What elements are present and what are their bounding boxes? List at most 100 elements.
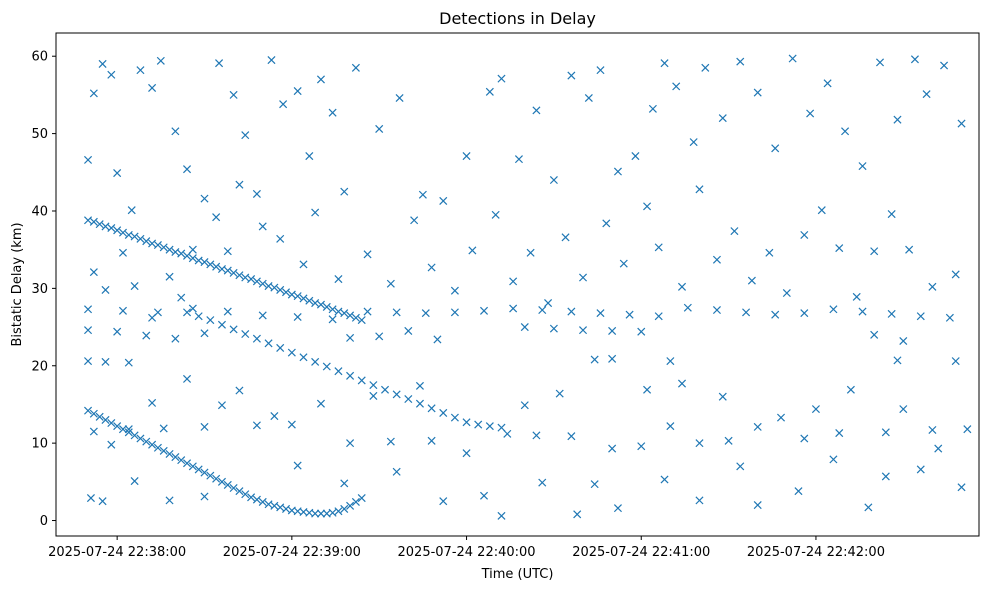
data-point-marker	[183, 374, 192, 383]
data-point-marker	[183, 251, 192, 260]
data-point-marker	[267, 56, 276, 65]
data-point-marker	[899, 405, 908, 414]
data-point-marker	[130, 477, 139, 486]
data-point-marker	[252, 277, 261, 286]
data-point-marker	[127, 206, 136, 215]
data-point-marker	[538, 306, 547, 315]
data-point-marker	[940, 61, 949, 70]
data-point-marker	[165, 245, 174, 254]
data-point-marker	[765, 248, 774, 257]
data-point-marker	[281, 504, 291, 513]
data-point-marker	[509, 304, 518, 313]
data-point-marker	[578, 326, 588, 335]
data-point-marker	[142, 437, 151, 446]
y-tick-label: 60	[31, 50, 48, 65]
data-point-marker	[922, 90, 931, 99]
data-point-marker	[299, 260, 308, 269]
data-point-marker	[532, 106, 541, 115]
x-axis-label: Time (UTC)	[481, 567, 554, 582]
data-point-marker	[98, 497, 107, 506]
data-point-marker	[893, 115, 902, 124]
data-point-marker	[299, 294, 308, 303]
data-point-marker	[800, 230, 809, 239]
data-point-marker	[549, 324, 558, 333]
data-point-marker	[386, 437, 395, 446]
data-point-marker	[526, 248, 535, 257]
data-point-marker	[823, 79, 832, 88]
data-point-marker	[916, 312, 925, 321]
data-point-marker	[328, 315, 337, 324]
data-point-marker	[835, 244, 844, 253]
data-point-marker	[215, 59, 224, 68]
data-point-marker	[957, 483, 966, 492]
data-point-marker	[311, 357, 320, 366]
data-point-marker	[829, 305, 838, 314]
data-point-marker	[753, 422, 762, 431]
data-point-marker	[124, 428, 133, 437]
data-point-marker	[776, 413, 786, 422]
data-point-marker	[346, 333, 355, 342]
data-point-marker	[520, 323, 529, 332]
data-point-marker	[462, 449, 471, 458]
data-point-marker	[89, 409, 98, 418]
data-point-marker	[905, 245, 914, 254]
data-point-marker	[817, 206, 826, 215]
data-point-marker	[252, 334, 261, 343]
data-point-marker	[479, 306, 489, 315]
data-point-marker	[107, 223, 116, 233]
data-point-marker	[701, 63, 710, 72]
data-point-marker	[171, 247, 180, 257]
data-point-marker	[712, 255, 721, 264]
data-point-marker	[928, 282, 937, 291]
data-point-marker	[258, 497, 267, 506]
data-point-marker	[101, 357, 110, 366]
data-point-marker	[270, 501, 279, 510]
data-point-marker	[223, 266, 232, 275]
data-point-marker	[148, 83, 157, 92]
data-point-marker	[183, 165, 192, 174]
data-point-marker	[130, 282, 139, 291]
data-point-marker	[217, 320, 226, 329]
data-point-marker	[736, 57, 745, 66]
data-point-marker	[660, 475, 669, 484]
data-point-marker	[887, 210, 896, 219]
data-point-marker	[753, 501, 762, 510]
y-tick-label: 20	[31, 359, 48, 374]
data-point-marker	[608, 444, 617, 453]
y-tick-label: 50	[31, 127, 48, 142]
data-point-marker	[788, 54, 797, 63]
data-point-marker	[596, 66, 605, 75]
data-point-marker	[200, 329, 209, 338]
data-point-marker	[491, 210, 500, 219]
data-point-marker	[899, 336, 908, 346]
y-tick-label: 30	[31, 282, 48, 297]
data-point-marker	[247, 493, 256, 502]
data-point-marker	[293, 292, 302, 301]
data-point-marker	[660, 59, 669, 68]
data-point-marker	[156, 56, 165, 65]
data-point-marker	[375, 124, 384, 133]
data-point-marker	[643, 385, 652, 394]
data-point-marker	[631, 152, 640, 161]
data-point-marker	[544, 299, 553, 308]
data-point-marker	[654, 243, 663, 252]
data-point-marker	[188, 462, 197, 471]
data-point-marker	[177, 249, 186, 258]
data-point-marker	[363, 250, 372, 259]
data-point-marker	[113, 327, 122, 336]
data-point-marker	[509, 277, 518, 286]
data-point-marker	[107, 418, 116, 428]
data-point-marker	[84, 305, 93, 314]
data-point-marker	[736, 462, 745, 471]
data-point-marker	[171, 453, 180, 462]
data-point-marker	[730, 227, 739, 236]
data-point-marker	[771, 310, 780, 319]
data-point-marker	[153, 241, 162, 250]
data-point-marker	[281, 288, 291, 297]
data-point-marker	[532, 431, 541, 440]
data-point-marker	[928, 425, 937, 435]
chart-title: Detections in Delay	[439, 9, 596, 28]
data-point-marker	[418, 190, 427, 199]
data-point-marker	[264, 282, 273, 291]
